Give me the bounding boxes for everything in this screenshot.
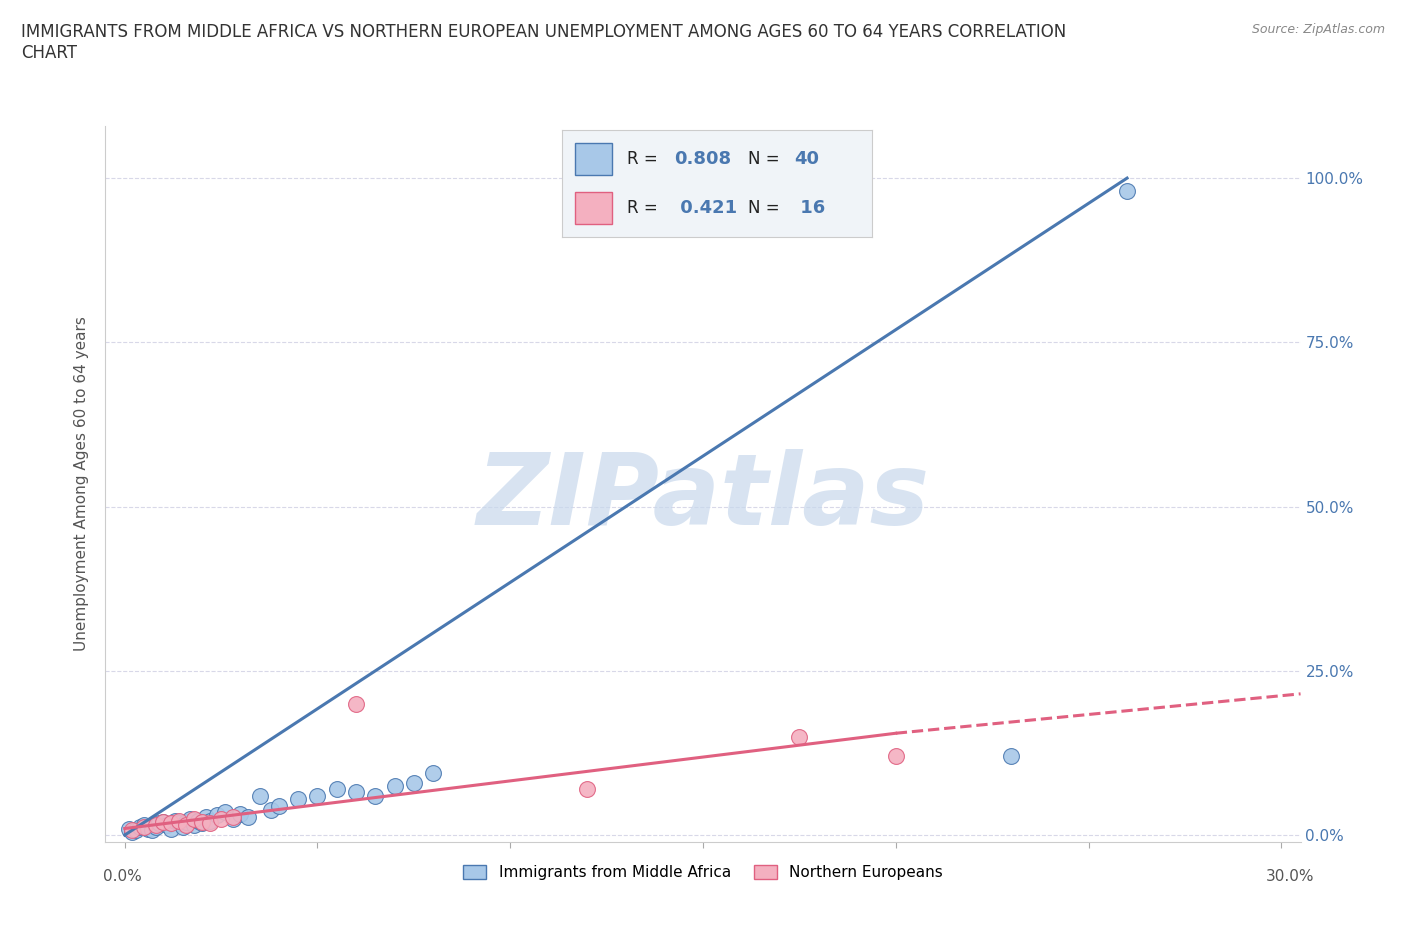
- Point: [176, 817, 198, 832]
- Point: [148, 816, 170, 830]
- Point: [198, 813, 221, 828]
- Point: [344, 785, 367, 800]
- Point: [187, 813, 209, 828]
- Point: [249, 789, 271, 804]
- Point: [156, 817, 179, 832]
- Point: [160, 821, 183, 836]
- Point: [145, 819, 167, 834]
- Point: [198, 816, 221, 830]
- Point: [183, 811, 205, 826]
- Text: 16: 16: [794, 199, 825, 218]
- Point: [176, 815, 198, 830]
- Point: [191, 816, 214, 830]
- Point: [121, 822, 143, 837]
- Point: [221, 809, 243, 824]
- Point: [132, 817, 155, 832]
- Text: R =: R =: [627, 150, 664, 168]
- Point: [129, 819, 152, 834]
- Text: N =: N =: [748, 150, 785, 168]
- Text: 0.421: 0.421: [673, 199, 737, 218]
- Text: Source: ZipAtlas.com: Source: ZipAtlas.com: [1251, 23, 1385, 36]
- Point: [789, 729, 811, 744]
- Point: [117, 821, 139, 836]
- Text: N =: N =: [748, 199, 785, 218]
- Point: [364, 789, 387, 804]
- Point: [141, 822, 163, 837]
- Point: [163, 813, 186, 828]
- FancyBboxPatch shape: [575, 193, 612, 224]
- Text: 0.0%: 0.0%: [103, 869, 142, 883]
- Point: [326, 781, 349, 796]
- Point: [167, 813, 190, 828]
- Point: [287, 791, 309, 806]
- Point: [194, 809, 217, 824]
- Point: [152, 815, 174, 830]
- Text: ZIPatlas: ZIPatlas: [477, 449, 929, 547]
- Text: 30.0%: 30.0%: [1267, 869, 1315, 883]
- Point: [884, 749, 907, 764]
- FancyBboxPatch shape: [575, 143, 612, 175]
- Point: [136, 821, 159, 836]
- Point: [236, 809, 259, 824]
- Point: [221, 811, 243, 826]
- Point: [172, 819, 194, 834]
- Legend: Immigrants from Middle Africa, Northern Europeans: Immigrants from Middle Africa, Northern …: [456, 857, 950, 888]
- Point: [132, 819, 155, 834]
- Text: IMMIGRANTS FROM MIDDLE AFRICA VS NORTHERN EUROPEAN UNEMPLOYMENT AMONG AGES 60 TO: IMMIGRANTS FROM MIDDLE AFRICA VS NORTHER…: [21, 23, 1066, 62]
- Point: [214, 804, 236, 819]
- Point: [1000, 749, 1022, 764]
- Point: [229, 806, 252, 821]
- Point: [260, 803, 283, 817]
- Text: 0.808: 0.808: [673, 150, 731, 168]
- Point: [160, 816, 183, 830]
- Point: [402, 775, 425, 790]
- Point: [191, 815, 214, 830]
- Point: [307, 789, 329, 804]
- Point: [152, 815, 174, 830]
- Point: [167, 816, 190, 830]
- Point: [125, 822, 148, 837]
- Point: [1116, 184, 1139, 199]
- Point: [145, 817, 167, 832]
- Point: [384, 778, 406, 793]
- Point: [207, 808, 229, 823]
- Point: [209, 811, 232, 826]
- Point: [121, 824, 143, 839]
- Point: [183, 817, 205, 832]
- Text: R =: R =: [627, 199, 664, 218]
- Y-axis label: Unemployment Among Ages 60 to 64 years: Unemployment Among Ages 60 to 64 years: [75, 316, 90, 651]
- Text: 40: 40: [794, 150, 820, 168]
- Point: [179, 811, 201, 826]
- Point: [344, 697, 367, 711]
- Point: [267, 798, 290, 813]
- Point: [576, 781, 599, 796]
- Point: [422, 765, 444, 780]
